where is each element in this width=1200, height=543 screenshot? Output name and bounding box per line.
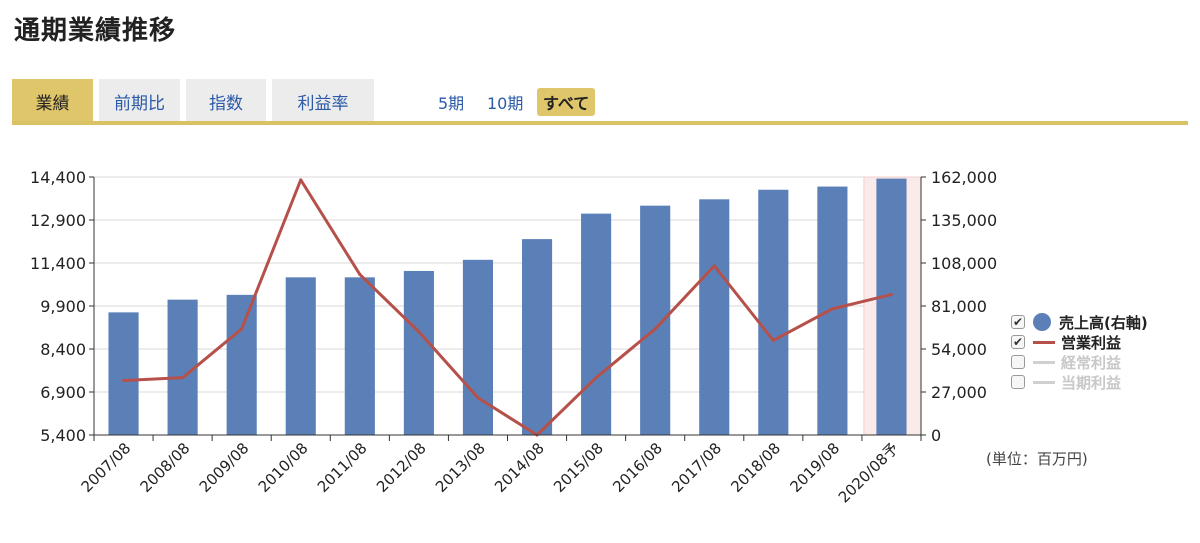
right-tick-label: 135,000 — [931, 211, 997, 230]
right-tick-label: 162,000 — [931, 168, 997, 187]
legend-label-net-profit: 当期利益 — [1061, 373, 1122, 392]
line-marker-icon — [1033, 340, 1055, 344]
legend-item-operating-profit[interactable]: ✔ 営業利益 — [1011, 332, 1148, 352]
line-marker-icon — [1033, 360, 1055, 364]
operating-profit-point — [122, 379, 126, 383]
left-tick-label: 11,400 — [30, 254, 86, 273]
left-tick-label: 12,900 — [30, 211, 86, 230]
period-10[interactable]: 10期 — [487, 94, 524, 113]
operating-profit-point — [299, 178, 303, 182]
legend-item-ordinary-profit[interactable]: 経常利益 — [1011, 352, 1148, 372]
tab-margin[interactable]: 利益率 — [272, 79, 374, 123]
checkbox-ordinary-profit[interactable] — [1011, 355, 1025, 369]
period-all[interactable]: すべて — [537, 88, 596, 116]
sales-bar — [521, 239, 553, 435]
dot-marker-icon — [1033, 313, 1051, 331]
right-tick-label: 54,000 — [931, 340, 987, 359]
legend-item-sales[interactable]: ✔ 売上高(右軸) — [1011, 312, 1148, 332]
left-tick-label: 14,400 — [30, 168, 86, 187]
operating-profit-point — [653, 327, 657, 331]
right-tick-label: 108,000 — [931, 254, 997, 273]
left-tick-label: 5,400 — [40, 426, 86, 445]
tab-index[interactable]: 指数 — [186, 79, 266, 123]
period-5[interactable]: 5期 — [438, 94, 465, 113]
tab-yoy[interactable]: 前期比 — [99, 79, 180, 123]
checkbox-sales[interactable]: ✔ — [1011, 315, 1025, 329]
operating-profit-point — [358, 272, 362, 276]
left-tick-label: 8,400 — [40, 340, 86, 359]
operating-profit-point — [476, 396, 480, 400]
sales-bar — [758, 189, 789, 435]
sales-bar — [285, 277, 316, 435]
x-tick-label: 2009/08 — [196, 439, 253, 496]
sales-bar — [344, 277, 375, 435]
sales-bar — [817, 186, 848, 435]
line-marker-icon — [1033, 380, 1055, 384]
right-tick-label: 0 — [931, 426, 941, 445]
operating-profit-point — [240, 327, 244, 331]
left-tick-label: 9,900 — [40, 297, 86, 316]
operating-profit-line — [123, 178, 892, 437]
operating-profit-point — [535, 433, 539, 437]
operating-profit-point — [594, 376, 598, 380]
sales-bar — [581, 213, 612, 435]
operating-profit-point — [830, 307, 834, 311]
x-tick-label: 2019/08 — [786, 439, 843, 496]
operating-profit-point — [417, 330, 421, 334]
view-tabs: 業績 前期比 指数 利益率 — [12, 79, 380, 123]
x-tick-label: 2008/08 — [137, 439, 194, 496]
x-tick-label: 2012/08 — [373, 439, 430, 496]
forecast-highlight — [863, 176, 922, 436]
checkbox-net-profit[interactable] — [1011, 375, 1025, 389]
right-tick-label: 27,000 — [931, 383, 987, 402]
x-tick-label: 2017/08 — [668, 439, 725, 496]
left-tick-label: 6,900 — [40, 383, 86, 402]
tab-underline — [12, 121, 1188, 125]
tab-results[interactable]: 業績 — [12, 79, 93, 123]
sales-bar — [699, 199, 730, 435]
x-tick-label: 2011/08 — [314, 439, 371, 496]
x-tick-label: 2020/08予 — [835, 439, 902, 506]
x-tick-label: 2018/08 — [727, 439, 784, 496]
sales-bar — [403, 270, 434, 435]
sales-bar — [226, 294, 257, 435]
legend-label-sales: 売上高(右軸) — [1059, 313, 1148, 332]
x-tick-label: 2016/08 — [609, 439, 666, 496]
sales-bar — [462, 259, 494, 435]
sales-bar — [108, 312, 139, 435]
operating-profit-point — [771, 338, 775, 342]
legend-label-ordinary-profit: 経常利益 — [1061, 353, 1122, 372]
legend-item-net-profit[interactable]: 当期利益 — [1011, 372, 1148, 392]
checkbox-operating-profit[interactable]: ✔ — [1011, 335, 1025, 349]
unit-label: (単位：百万円) — [986, 450, 1088, 468]
x-tick-label: 2010/08 — [255, 439, 312, 496]
x-tick-label: 2014/08 — [491, 439, 548, 496]
operating-profit-point — [889, 293, 893, 297]
x-tick-label: 2013/08 — [432, 439, 489, 496]
sales-bar — [167, 299, 198, 435]
operating-profit-point — [181, 376, 185, 380]
page-title: 通期業績推移 — [14, 16, 177, 46]
legend-label-operating-profit: 営業利益 — [1061, 333, 1122, 352]
legend: ✔ 売上高(右軸) ✔ 営業利益 経常利益 当期利益 — [1011, 312, 1148, 392]
x-tick-label: 2007/08 — [78, 439, 135, 496]
sales-bar — [876, 178, 907, 435]
right-tick-label: 81,000 — [931, 297, 987, 316]
operating-profit-point — [712, 264, 716, 268]
x-tick-label: 2015/08 — [550, 439, 607, 496]
sales-bar — [640, 205, 671, 435]
